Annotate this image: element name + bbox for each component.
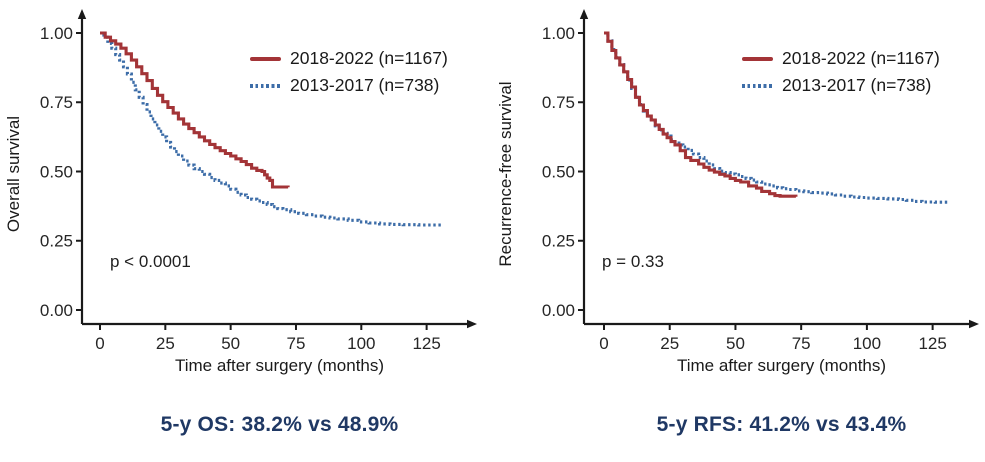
- x-tick-label: 100: [347, 334, 375, 353]
- os-summary-caption: 5-y OS: 38.2% vs 48.9%: [160, 413, 399, 436]
- x-tick-label: 125: [918, 334, 946, 353]
- y-tick-label: 0.00: [40, 301, 73, 320]
- y-tick-label: 0.50: [40, 162, 73, 181]
- rfs-summary-caption: 5-y RFS: 41.2% vs 43.4%: [656, 413, 907, 436]
- legend-label: 2018-2022 (n=1167): [782, 48, 940, 68]
- x-axis-label: Time after surgery (months): [174, 356, 385, 375]
- blue-dotted-line-swatch: [250, 83, 281, 88]
- recurrence-free-survival-chart: 1.00 0.75 0.50 0.25 0.00 0 25 50 75 100 125: [542, 9, 979, 353]
- y-tick-label: 0.25: [542, 232, 575, 251]
- y-tick-label: 1.00: [40, 24, 73, 43]
- legend-item-2018-2022: 2018-2022 (n=1167): [742, 45, 940, 72]
- x-axis-label: Time after surgery (months): [676, 356, 887, 375]
- y-tick-label: 0.75: [542, 93, 575, 112]
- km-curve-2018-2022: [604, 31, 798, 198]
- x-tick-label: 75: [287, 334, 306, 353]
- x-tick-label: 25: [660, 334, 679, 353]
- red-solid-line-swatch: [250, 56, 281, 61]
- red-solid-line-swatch: [742, 56, 773, 61]
- x-axis-arrowhead: [467, 319, 477, 329]
- y-tick-label: 0.00: [542, 301, 575, 320]
- x-tick-label: 0: [95, 334, 104, 353]
- y-tick-label: 0.50: [542, 162, 575, 181]
- legend-label: 2013-2017 (n=738): [782, 75, 932, 95]
- y-axis-label: Recurrence-free survival: [496, 81, 515, 267]
- p-value: p < 0.0001: [110, 252, 191, 271]
- x-tick-label: 25: [156, 334, 175, 353]
- x-tick-label: 75: [792, 334, 811, 353]
- x-tick-label: 125: [412, 334, 440, 353]
- legend: 2018-2022 (n=1167) 2013-2017 (n=738): [250, 45, 448, 99]
- legend-item-2018-2022: 2018-2022 (n=1167): [250, 45, 448, 72]
- legend-label: 2018-2022 (n=1167): [290, 48, 448, 68]
- overall-survival-chart: 1.00 0.75 0.50 0.25 0.00 0 25 50 75 100 125: [40, 9, 477, 353]
- x-tick-label: 50: [726, 334, 745, 353]
- legend-item-2013-2017: 2013-2017 (n=738): [742, 72, 940, 99]
- y-tick-label: 1.00: [542, 24, 575, 43]
- panel-overall-survival: 1.00 0.75 0.50 0.25 0.00 0 25 50 75 100 125 Overal…: [0, 0, 492, 462]
- y-tick-label: 0.75: [40, 93, 73, 112]
- blue-dotted-line-swatch: [742, 83, 773, 88]
- y-axis-arrowhead: [579, 9, 589, 19]
- km-curve-2013-2017: [100, 31, 443, 227]
- y-axis-arrowhead: [77, 9, 87, 19]
- y-tick-label: 0.25: [40, 232, 73, 251]
- x-axis-arrowhead: [969, 319, 979, 329]
- km-curve-2018-2022: [100, 31, 290, 189]
- y-axis-label: Overall survival: [4, 115, 23, 233]
- p-value: p = 0.33: [602, 252, 664, 271]
- panel-recurrence-free-survival: 1.00 0.75 0.50 0.25 0.00 0 25 50 75 100 125 Recurr…: [492, 0, 984, 462]
- legend: 2018-2022 (n=1167) 2013-2017 (n=738): [742, 45, 940, 99]
- x-tick-label: 50: [221, 334, 240, 353]
- legend-label: 2013-2017 (n=738): [290, 75, 440, 95]
- x-tick-label: 0: [599, 334, 608, 353]
- legend-item-2013-2017: 2013-2017 (n=738): [250, 72, 448, 99]
- x-tick-label: 100: [853, 334, 881, 353]
